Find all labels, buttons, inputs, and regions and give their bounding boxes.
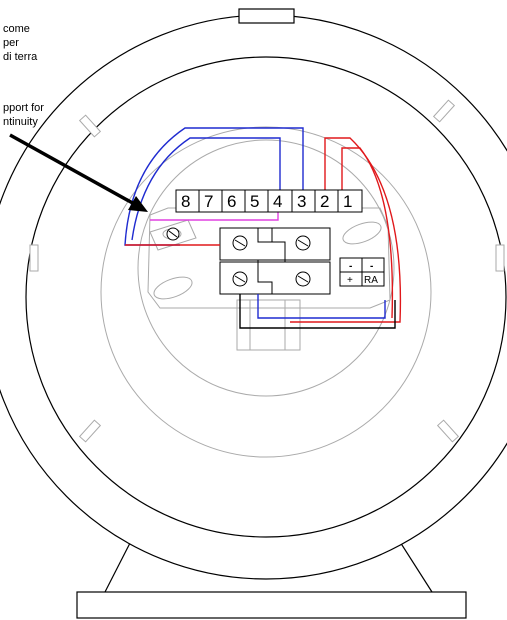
- terminal-8: 8: [181, 192, 190, 211]
- annotation-bottom-line-1: pport for: [3, 102, 44, 114]
- polarity-plus: +: [347, 275, 353, 286]
- terminal-1: 1: [343, 192, 352, 211]
- terminal-5: 5: [250, 192, 259, 211]
- polarity-minus-2: -: [370, 261, 373, 272]
- terminal-6: 6: [227, 192, 236, 211]
- annotation-top-line-3: di terra: [3, 51, 38, 63]
- pointer-arrow: [9, 133, 148, 212]
- housing-notches: [29, 99, 505, 443]
- terminal-2: 2: [320, 192, 329, 211]
- wires: [124, 127, 402, 329]
- annotation-bottom-line-2: ntinuity: [3, 116, 38, 128]
- annotation-bottom: pport for ntinuity: [3, 102, 44, 128]
- annotation-top-line-2: per: [3, 37, 19, 49]
- annotation-top-line-1: come: [3, 23, 30, 35]
- screw-blocks: [219, 227, 331, 295]
- terminal-strip: 8 7 6 5 4 3 2 1: [175, 189, 363, 213]
- terminal-4: 4: [273, 192, 282, 211]
- terminal-3: 3: [297, 192, 306, 211]
- annotation-top: come per di terra: [3, 23, 38, 63]
- screws: [166, 227, 311, 287]
- housing: [0, 8, 507, 580]
- polarity-ra: RA: [364, 275, 378, 286]
- polarity-block: - - + RA: [339, 257, 385, 287]
- polarity-minus-1: -: [349, 261, 352, 272]
- terminal-7: 7: [204, 192, 213, 211]
